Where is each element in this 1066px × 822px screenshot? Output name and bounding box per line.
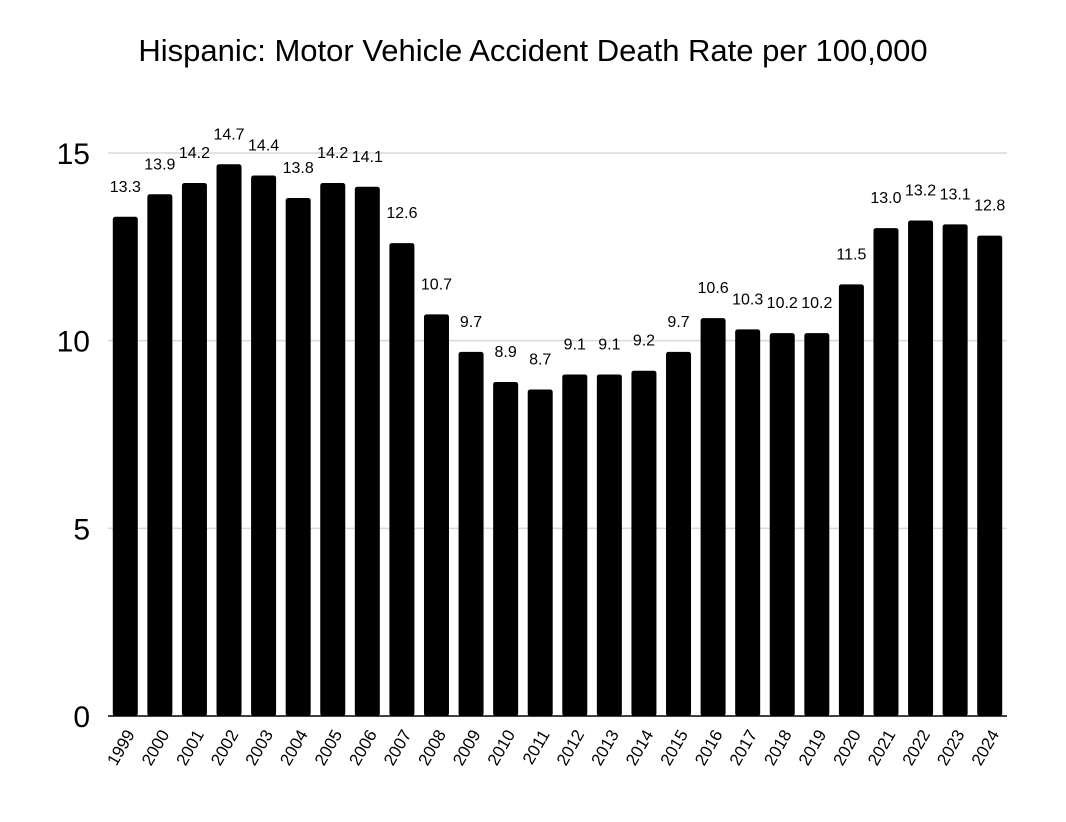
- x-tick-label: 2013: [587, 727, 622, 769]
- x-tick-label: 2015: [657, 727, 692, 769]
- bar: [666, 351, 692, 716]
- bar: [769, 333, 795, 716]
- data-label: 13.1: [940, 186, 971, 203]
- x-tick-label: 1999: [103, 727, 138, 769]
- data-label: 10.2: [801, 295, 832, 312]
- bar: [977, 235, 1003, 716]
- y-tick-label: 15: [57, 138, 90, 171]
- bar: [181, 183, 207, 716]
- bar: [838, 284, 864, 716]
- x-tick-label: 2023: [933, 727, 968, 769]
- bar: [562, 374, 588, 716]
- data-label: 9.7: [667, 314, 689, 331]
- bar: [354, 186, 380, 716]
- x-tick-label: 2016: [691, 727, 726, 769]
- y-axis-ticks: 0 5 10 15: [57, 138, 90, 734]
- bar: [423, 314, 449, 716]
- data-label: 10.2: [767, 295, 798, 312]
- x-axis-labels: 1999 2000 2001 2002 2003 2004 2005 2006 2007 2008…: [103, 727, 1003, 769]
- bar: [804, 333, 830, 716]
- x-tick-label: 2014: [622, 727, 657, 769]
- data-label: 8.9: [495, 344, 517, 361]
- bar: [389, 243, 415, 716]
- chart-title: Hispanic: Motor Vehicle Accident Death R…: [138, 33, 928, 68]
- data-label: 9.2: [633, 333, 655, 350]
- x-tick-label: 2001: [173, 727, 208, 769]
- bar: [527, 389, 553, 716]
- x-tick-label: 2009: [449, 727, 484, 769]
- y-tick-label: 0: [73, 701, 90, 734]
- data-label: 10.3: [732, 291, 763, 308]
- data-label: 14.2: [179, 145, 210, 162]
- x-tick-label: 2018: [760, 727, 795, 769]
- data-label: 12.8: [974, 198, 1005, 215]
- x-tick-label: 2017: [726, 727, 761, 769]
- x-tick-label: 2024: [968, 727, 1003, 769]
- bar: [873, 228, 899, 717]
- bar: [700, 318, 726, 716]
- data-label: 13.0: [870, 190, 901, 207]
- gridlines: [108, 152, 1007, 530]
- x-tick-label: 2002: [207, 727, 242, 769]
- y-tick-label: 5: [73, 513, 90, 546]
- data-label: 14.2: [317, 145, 348, 162]
- data-label: 14.4: [248, 138, 279, 155]
- bar: [493, 381, 519, 716]
- data-label: 8.7: [529, 351, 551, 368]
- bar: [112, 216, 138, 716]
- data-label: 13.3: [110, 179, 141, 196]
- x-tick-label: 2003: [242, 727, 277, 769]
- x-tick-label: 2006: [345, 727, 380, 769]
- bar: [942, 224, 968, 716]
- bar: [216, 164, 242, 716]
- data-label: 13.8: [283, 160, 314, 177]
- data-label: 9.1: [598, 336, 620, 353]
- x-tick-label: 2021: [864, 727, 899, 769]
- bar: [320, 183, 346, 716]
- data-label: 10.6: [698, 280, 729, 297]
- bar: [285, 198, 311, 717]
- data-label: 13.2: [905, 183, 936, 200]
- x-tick-label: 2004: [276, 727, 311, 769]
- x-tick-label: 2007: [380, 727, 415, 769]
- x-tick-label: 2011: [519, 727, 554, 768]
- x-tick-label: 2012: [553, 727, 588, 769]
- data-label: 14.7: [213, 126, 244, 143]
- data-labels: 13.313.914.214.714.413.814.2 14.112.610.7…: [110, 126, 1006, 368]
- data-label: 13.9: [144, 156, 175, 173]
- bars: [112, 164, 1003, 717]
- data-label: 14.1: [352, 149, 383, 166]
- data-label: 11.5: [836, 246, 866, 263]
- bar: [735, 329, 761, 716]
- data-label: 9.7: [460, 314, 482, 331]
- bar: [458, 351, 484, 716]
- data-label: 9.1: [564, 336, 586, 353]
- bar: [631, 370, 657, 716]
- data-label: 10.7: [421, 276, 452, 293]
- x-tick-label: 2010: [484, 727, 519, 769]
- data-label: 12.6: [386, 205, 417, 222]
- bar: [908, 220, 934, 716]
- x-tick-label: 2022: [899, 727, 934, 769]
- x-tick-label: 2005: [311, 727, 346, 769]
- y-tick-label: 10: [57, 326, 90, 359]
- x-tick-label: 2019: [795, 727, 830, 769]
- bar: [251, 175, 277, 716]
- bar: [596, 374, 622, 716]
- bar: [147, 194, 173, 716]
- x-tick-label: 2000: [138, 727, 173, 769]
- x-tick-label: 2008: [415, 727, 450, 769]
- x-tick-label: 2020: [829, 727, 864, 769]
